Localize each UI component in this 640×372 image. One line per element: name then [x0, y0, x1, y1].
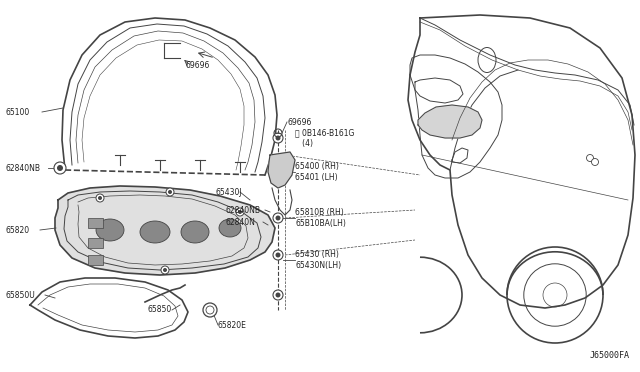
Circle shape: [168, 190, 172, 194]
Text: 65850U: 65850U: [5, 291, 35, 299]
Circle shape: [238, 210, 242, 214]
Circle shape: [98, 196, 102, 200]
Ellipse shape: [219, 219, 241, 237]
Circle shape: [586, 154, 593, 161]
Circle shape: [273, 290, 283, 300]
Circle shape: [273, 250, 283, 260]
Ellipse shape: [140, 221, 170, 243]
Bar: [88, 218, 103, 228]
Text: 62840NB: 62840NB: [5, 164, 40, 173]
Ellipse shape: [181, 221, 209, 243]
Text: J65000FA: J65000FA: [590, 351, 630, 360]
Text: 62840NB: 62840NB: [225, 205, 260, 215]
Circle shape: [275, 253, 280, 257]
Circle shape: [236, 208, 244, 216]
Text: 65850: 65850: [148, 305, 172, 314]
Circle shape: [54, 162, 66, 174]
Polygon shape: [418, 105, 482, 138]
Ellipse shape: [96, 219, 124, 241]
Circle shape: [163, 268, 167, 272]
Text: 65100: 65100: [5, 108, 29, 116]
Circle shape: [203, 303, 217, 317]
Text: Ⓑ 0B146-B161G
   (4): Ⓑ 0B146-B161G (4): [295, 128, 355, 148]
Text: 69696: 69696: [288, 118, 312, 126]
Circle shape: [275, 292, 280, 298]
Text: 69696: 69696: [185, 61, 209, 70]
Circle shape: [161, 266, 169, 274]
Circle shape: [275, 135, 280, 141]
Circle shape: [206, 306, 214, 314]
Circle shape: [591, 158, 598, 166]
Circle shape: [96, 194, 104, 202]
Circle shape: [273, 133, 283, 143]
Polygon shape: [268, 152, 295, 188]
Text: 65820: 65820: [5, 225, 29, 234]
Circle shape: [273, 213, 283, 223]
Bar: [88, 238, 103, 248]
Circle shape: [57, 165, 63, 171]
Text: 65400 (RH)
65401 (LH): 65400 (RH) 65401 (LH): [295, 162, 339, 182]
Text: 65810B (RH)
65B10BA(LH): 65810B (RH) 65B10BA(LH): [295, 208, 346, 228]
Circle shape: [166, 188, 174, 196]
Text: 65430 (RH)
65430N(LH): 65430 (RH) 65430N(LH): [295, 250, 341, 270]
Polygon shape: [55, 186, 275, 275]
Bar: [88, 255, 103, 265]
Text: 65430J: 65430J: [215, 187, 242, 196]
Text: 62840N: 62840N: [225, 218, 255, 227]
Circle shape: [275, 215, 280, 221]
Text: 65820E: 65820E: [218, 321, 247, 330]
